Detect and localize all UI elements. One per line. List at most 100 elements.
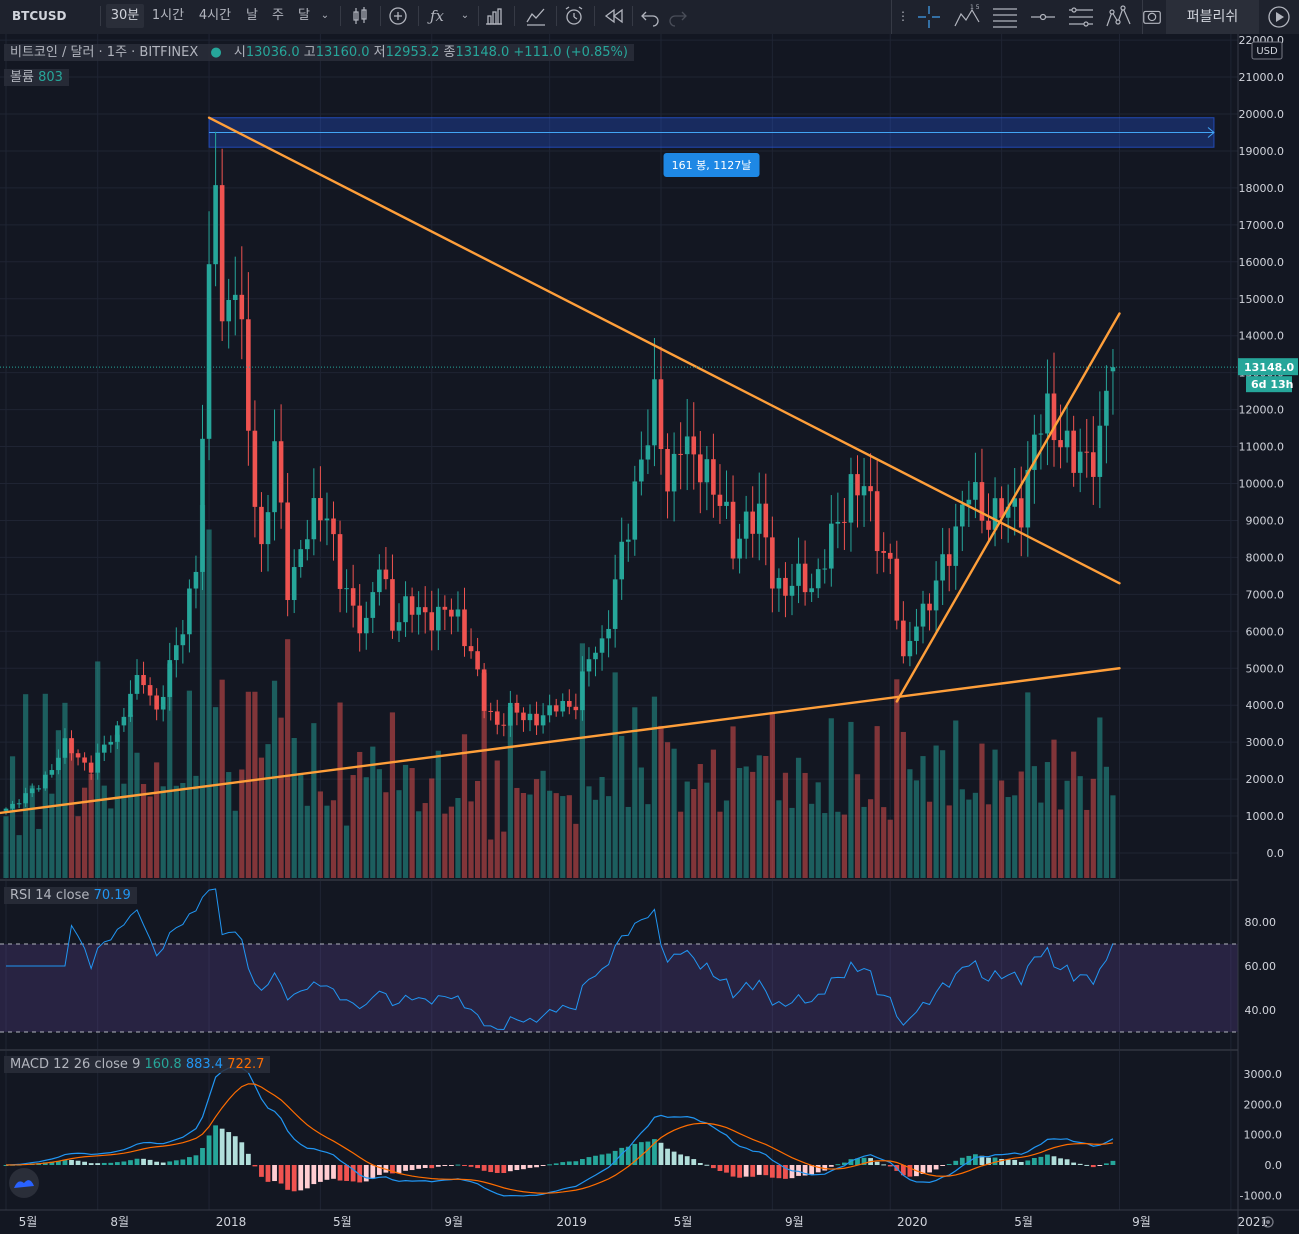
measure-label-box [663, 153, 760, 177]
volume-bar [9, 756, 16, 878]
volume-bar [1084, 809, 1090, 878]
macd-hist-bar [390, 1165, 395, 1174]
date-range-measure[interactable]: 161 봉, 1127날 [208, 117, 1215, 177]
macd-hist-bar [658, 1142, 664, 1165]
candle-body [429, 612, 435, 631]
financials-icon[interactable] [482, 4, 506, 28]
macd-hist-bar [999, 1158, 1004, 1165]
price-tick-label: 18000.0 [1239, 182, 1285, 195]
alert-clock-icon[interactable] [562, 4, 586, 28]
macd-hist-bar [704, 1164, 710, 1166]
interval-1h-button[interactable]: 1시간 [151, 8, 185, 23]
undo-icon[interactable] [638, 4, 662, 28]
main-legend[interactable]: 비트코인 / 달러 · 1주 · BITFINEX ● 시13036.0 고13… [4, 41, 634, 61]
interval-dropdown-icon[interactable]: ⌄ [320, 10, 330, 21]
macd-hist-bar [1064, 1159, 1070, 1165]
parallel-channel-icon[interactable] [1066, 2, 1096, 32]
redo-icon[interactable] [666, 4, 690, 28]
templates-icon[interactable] [524, 4, 548, 28]
last-price-label: 13148.0 6d 13h [1238, 358, 1298, 393]
candle-body [449, 609, 454, 617]
replay-rewind-icon[interactable] [602, 4, 626, 28]
candle-body [730, 501, 736, 559]
publish-button[interactable]: 퍼블리쉬 [1166, 0, 1259, 34]
rising-support-trend-line [895, 312, 1121, 703]
macd-hist-bar [1071, 1162, 1077, 1165]
indicators-fx-icon[interactable]: ƒx [429, 7, 444, 25]
volume-value: 803 [38, 70, 63, 85]
interval-month-button[interactable]: 달 [298, 8, 310, 23]
candlestick-series [3, 131, 1116, 815]
volume-bar [324, 805, 330, 878]
elliott-wave-icon[interactable]: 1 5 [952, 2, 982, 32]
macd-hist-bar [756, 1165, 762, 1175]
macd-hist-bar [331, 1165, 336, 1179]
fib-retracement-icon[interactable] [990, 2, 1020, 32]
time-tick-label: 9월 [1132, 1215, 1151, 1229]
volume-bar [1064, 780, 1070, 878]
macd-hist-bar [612, 1150, 618, 1165]
volume-bar [907, 769, 913, 878]
candle-body [632, 481, 638, 540]
volume-bar [298, 772, 304, 878]
macd-hist-bar [245, 1153, 251, 1165]
volume-bar [193, 775, 199, 878]
interval-30m-button[interactable]: 30분 [106, 4, 144, 28]
candle-body [783, 577, 788, 596]
volume-bar [684, 781, 690, 878]
interval-week-button[interactable]: 주 [272, 8, 284, 23]
top-toolbar: BTCUSD 30분 1시간 4시간 날 주 달 ⌄ ƒx ⌄ ⋮ 1 5 퍼블… [0, 0, 1299, 35]
rsi-legend[interactable]: RSI 14 close 70.19 [4, 887, 137, 904]
volume-legend[interactable]: 볼륨 803 [4, 66, 69, 86]
chart-canvas[interactable]: 161 봉, 1127날 22000.021000.020000.019000.… [0, 34, 1299, 1234]
macd-hist-bar [645, 1141, 651, 1165]
volume-bar [671, 748, 677, 878]
currency-badge[interactable]: USD [1251, 41, 1283, 60]
candle-body [711, 459, 716, 495]
macd-hist-bar [652, 1139, 657, 1165]
snapshot-camera-icon[interactable] [1141, 4, 1163, 28]
macd-hist-bar [507, 1165, 513, 1172]
macd-legend[interactable]: MACD 12 26 close 9 160.8 883.4 722.7 [4, 1056, 271, 1073]
volume-bar [363, 777, 369, 878]
candle-body [848, 474, 854, 523]
candle-body [894, 558, 900, 621]
volume-bar [776, 800, 782, 878]
volume-bar [553, 793, 559, 878]
macd-hist-bar [606, 1153, 611, 1165]
pattern-tool-icon[interactable] [1104, 2, 1134, 32]
macd-hist-bar [278, 1165, 284, 1184]
candle-body [134, 675, 140, 694]
interval-4h-button[interactable]: 4시간 [198, 8, 232, 23]
long-support-trend-line [0, 667, 1121, 815]
replay-play-button[interactable] [1260, 0, 1299, 34]
grid-lines [0, 34, 1238, 1210]
crosshair-icon[interactable] [914, 2, 944, 32]
drag-handle-icon[interactable]: ⋮ [897, 9, 909, 23]
macd-label: MACD 12 26 close 9 [10, 1057, 141, 1072]
volume-bar [396, 790, 402, 878]
candle-body [953, 526, 959, 566]
candle-body [789, 585, 795, 596]
macd-hist-bar [3, 1165, 9, 1166]
macd-hist-bar [88, 1163, 94, 1165]
symbol-label[interactable]: BTCUSD [12, 9, 67, 23]
trend-lines[interactable] [0, 116, 1121, 820]
candle-body [567, 700, 572, 707]
macd-hist-bar [363, 1165, 369, 1182]
horizontal-line-icon[interactable] [1028, 2, 1058, 32]
price-tick-label: 17000.0 [1239, 219, 1285, 232]
time-axis[interactable]: 5월 8월 2018 5월 9월 2019 5월 9월 2020 5월 9월 2021 [19, 1215, 1268, 1229]
chart-type-candles-icon[interactable] [348, 4, 372, 28]
compare-add-icon[interactable] [386, 4, 410, 28]
candle-body [737, 538, 742, 559]
macd-hist-bar [776, 1165, 782, 1179]
candle-body [396, 622, 402, 631]
rsi-tick-label: 60.00 [1245, 960, 1277, 973]
candle-body [1091, 452, 1096, 477]
interval-day-button[interactable]: 날 [246, 8, 258, 23]
settings-gear-icon[interactable] [1262, 1216, 1274, 1228]
candle-body [121, 716, 127, 726]
indicators-dropdown-icon[interactable]: ⌄ [460, 10, 470, 21]
macd-tick-label: 1000.0 [1244, 1129, 1283, 1142]
